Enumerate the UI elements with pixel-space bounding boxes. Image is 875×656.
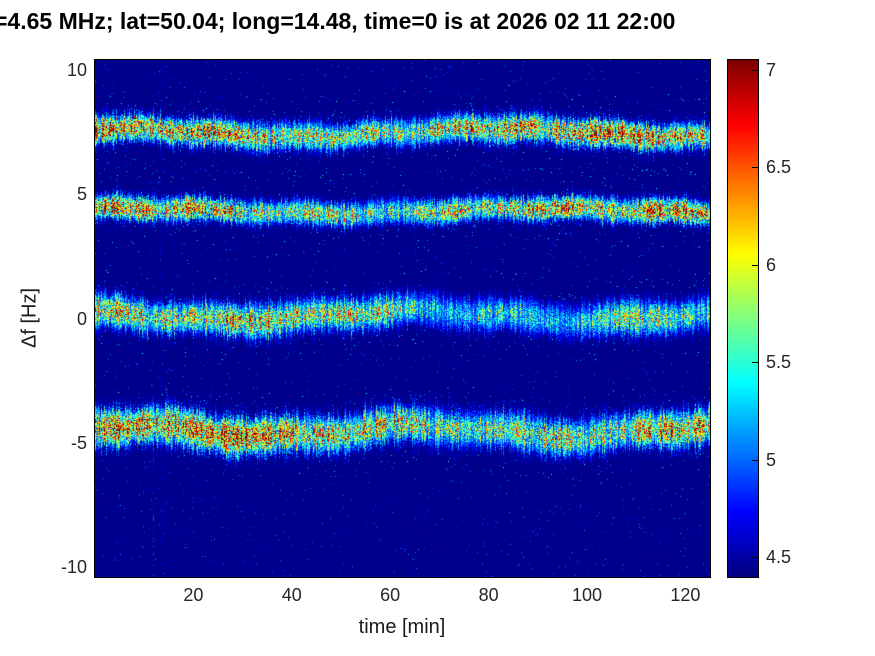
x-axis-label: time [min] <box>358 616 446 638</box>
x-tick-label: 40 <box>281 585 302 605</box>
spectrogram-heatmap <box>95 60 710 577</box>
colorbar-tick-label: 6 <box>766 254 777 275</box>
colorbar-gradient <box>728 60 758 577</box>
y-tick-label: 5 <box>76 184 87 205</box>
x-tick-label: 100 <box>571 585 603 605</box>
x-tick-label: 80 <box>478 585 499 605</box>
y-axis-label: Δf [Hz] <box>18 287 41 349</box>
colorbar-tick-mark <box>752 459 758 461</box>
x-tick-label: 60 <box>380 585 401 605</box>
colorbar-tick-label: 7 <box>766 59 777 80</box>
colorbar-tick-mark <box>752 362 758 364</box>
colorbar-tick-label: 4.5 <box>766 547 792 568</box>
y-tick-label: 10 <box>66 59 87 80</box>
colorbar-tick-label: 5.5 <box>766 352 792 373</box>
colorbar-tick-mark <box>752 264 758 266</box>
colorbar-tick-mark <box>752 167 758 169</box>
x-tick-label: 120 <box>670 585 701 605</box>
colorbar-tick-mark <box>752 557 758 559</box>
x-tick-label: 20 <box>183 585 204 605</box>
y-tick-label: 0 <box>76 308 87 329</box>
y-tick-label: -5 <box>70 432 87 453</box>
colorbar-tick-label: 5 <box>766 449 777 470</box>
colorbar-tick-mark <box>752 69 758 71</box>
colorbar-tick-label: 6.5 <box>766 157 792 178</box>
plot-title: =4.65 MHz; lat=50.04; long=14.48, time=0… <box>0 8 676 34</box>
y-tick-label: -10 <box>60 557 87 578</box>
